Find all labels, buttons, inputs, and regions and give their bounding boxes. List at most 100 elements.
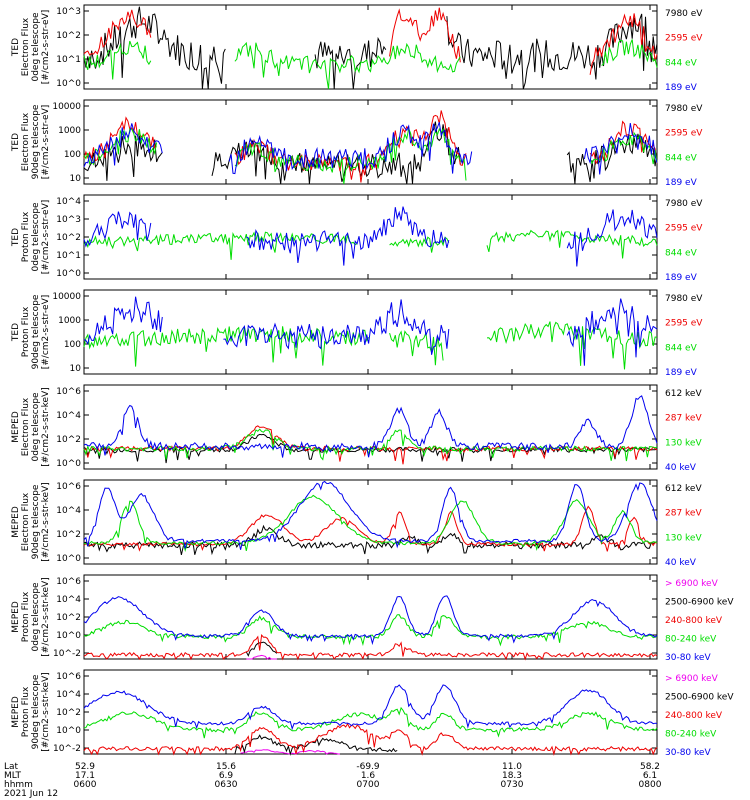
legend-entry: 612 keV	[665, 484, 702, 494]
y-tick-label: 10^2	[56, 435, 81, 445]
y-axis-label: [#/cm2-s-str-eV]	[41, 105, 51, 180]
legend-entry: 240-800 keV	[665, 616, 723, 626]
series-line-189-ev	[83, 211, 152, 248]
y-axis-label: MEPED	[11, 506, 21, 538]
panel-6: 10^0 10^2 10^4 10^6 MEPED Electron Flux 90deg …	[11, 479, 702, 568]
y-tick-label: 10^2	[56, 530, 81, 540]
y-tick-label: 10^4	[56, 506, 81, 516]
legend-entry: > 6900 keV	[665, 674, 719, 684]
series-line-130-kev	[83, 494, 658, 552]
footer-hhmm-4: 0730	[501, 780, 524, 790]
panel-frame	[83, 4, 658, 90]
y-tick-label: 10^4	[56, 197, 81, 207]
y-axis-label: Electron Flux	[21, 112, 31, 171]
legend-entry: 2595 eV	[665, 129, 703, 139]
y-tick-label: 10^6	[56, 577, 81, 587]
series-line-844-ev	[486, 229, 658, 259]
panel-frame	[83, 289, 658, 375]
y-axis-label: Proton Flux	[21, 591, 31, 642]
legend-entry: 2595 eV	[665, 224, 703, 234]
y-tick-label: 10^4	[56, 411, 81, 421]
legend-entry: 2595 eV	[665, 34, 703, 44]
y-axis-label: 90deg telescope	[31, 484, 41, 559]
y-tick-label: 10^0	[56, 79, 81, 89]
legend-entry: 612 keV	[665, 389, 702, 399]
y-tick-label: 10^1	[56, 251, 81, 261]
y-tick-label: 10^2	[56, 613, 81, 623]
legend-entry: 189 eV	[665, 83, 698, 93]
y-axis-label: Electron Flux	[21, 17, 31, 76]
series-line-189-ev	[583, 123, 658, 175]
legend-entry: 189 eV	[665, 368, 698, 378]
series-line-2595-ev	[589, 13, 658, 75]
legend-entry: 189 eV	[665, 178, 698, 188]
legend-entry: 844 eV	[665, 248, 698, 258]
legend-entry: 30-80 keV	[665, 653, 711, 663]
y-axis-label: [#/cm2-s-str-keV]	[41, 387, 51, 466]
y-tick-label: 10^0	[56, 726, 81, 736]
y-tick-label: 100	[64, 340, 81, 350]
footer-lat-2: 15.6	[216, 762, 236, 772]
footer-label-hhmm: hhmm	[4, 780, 33, 790]
y-axis-label: Proton Flux	[21, 686, 31, 737]
y-axis-label: 0deg telescope	[31, 12, 41, 82]
panel-3: 10^0 10^1 10^2 10^3 10^4 TED Proton Flux 0deg t…	[11, 194, 703, 283]
series-line-189-ev	[223, 299, 450, 355]
footer-hhmm-3: 0700	[357, 780, 380, 790]
y-axis-label: [#/cm2-s-str-keV]	[41, 672, 51, 751]
time-axis-footer: Lat MLT hhmm 2021 Jun 12 52.9 17.1 0600 …	[4, 762, 662, 799]
legend-entry: 240-800 keV	[665, 711, 723, 721]
y-tick-label: 10^4	[56, 595, 81, 605]
y-tick-label: 10^3	[56, 215, 81, 225]
series-line-240-800-kev	[83, 633, 658, 661]
series-line-2500-6900-kev	[245, 641, 278, 657]
series-line-844-ev	[601, 39, 658, 68]
y-axis-label: Electron Flux	[21, 397, 31, 456]
y-axis-label: Proton Flux	[21, 211, 31, 262]
y-axis-label: TED	[11, 133, 21, 152]
series-line-189-ev	[83, 296, 163, 346]
legend-entry: 30-80 keV	[665, 748, 711, 758]
series-line-30-80-kev	[83, 684, 658, 731]
footer-hhmm-2: 0630	[215, 780, 238, 790]
series-line-189-ev	[246, 206, 450, 266]
footer-lat-5: 58.2	[640, 762, 660, 772]
series-line-40-kev	[83, 395, 658, 458]
y-tick-label: 10	[70, 174, 82, 184]
series-line-189-ev	[228, 122, 473, 175]
y-tick-label: 10^4	[56, 690, 81, 700]
footer-mlt-5: 6.1	[643, 771, 657, 781]
y-tick-label: 10^2	[56, 31, 81, 41]
y-axis-label: 0deg telescope	[31, 202, 41, 272]
series-line-2595-ev	[589, 120, 658, 165]
footer-label-lat: Lat	[4, 762, 19, 772]
footer-label-mlt: MLT	[4, 771, 22, 781]
y-tick-label: 10	[70, 364, 82, 374]
series-line-189-ev	[566, 209, 658, 267]
legend-entry: 80-240 keV	[665, 635, 717, 645]
legend-entry: 40 keV	[665, 463, 697, 473]
y-tick-label: 10^0	[56, 631, 81, 641]
series-line-189-ev	[566, 298, 658, 366]
legend-entry: > 6900 keV	[665, 579, 719, 589]
y-axis-label: 90deg telescope	[31, 674, 41, 749]
legend-entry: 130 keV	[665, 533, 702, 543]
series-line-7980-ev	[446, 13, 658, 90]
series-line-2595-ev	[83, 116, 157, 162]
footer-hhmm-1: 0600	[74, 780, 97, 790]
y-tick-label: 10^3	[56, 7, 81, 17]
footer-mlt-1: 17.1	[75, 771, 95, 781]
y-tick-label: 10^6	[56, 482, 81, 492]
y-axis-label: 90deg telescope	[31, 294, 41, 369]
legend-entry: 40 keV	[665, 558, 697, 568]
y-tick-label: 10^2	[56, 233, 81, 243]
y-tick-label: 10000	[52, 292, 81, 302]
series-line-844-ev	[83, 231, 358, 260]
y-axis-label: [#/cm2-s-str-keV]	[41, 482, 51, 561]
legend-entry: 287 keV	[665, 414, 702, 424]
panel-2: 10 100 1000 10000 TED Electron Flux 90deg tele…	[11, 99, 703, 188]
legend-entry: 2500-6900 keV	[665, 598, 734, 608]
footer-hhmm-5: 0800	[639, 780, 662, 790]
